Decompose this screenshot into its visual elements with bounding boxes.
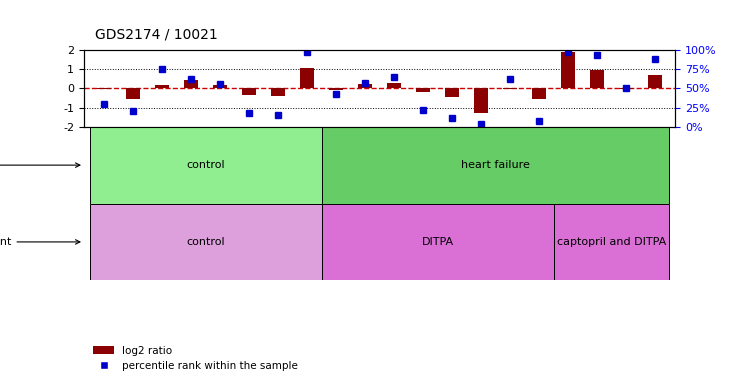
Bar <box>184 80 199 88</box>
Bar <box>322 204 553 280</box>
Text: control: control <box>186 237 225 247</box>
Text: captopril and DITPA: captopril and DITPA <box>557 237 666 247</box>
Bar <box>126 88 140 99</box>
Bar <box>90 127 322 204</box>
Legend: log2 ratio, percentile rank within the sample: log2 ratio, percentile rank within the s… <box>89 341 302 375</box>
Bar <box>300 68 315 88</box>
Bar <box>561 52 575 88</box>
Bar <box>503 88 518 89</box>
Text: GDS2174 / 10021: GDS2174 / 10021 <box>95 27 218 41</box>
Bar <box>358 84 372 88</box>
Text: disease state: disease state <box>0 160 80 170</box>
Bar <box>213 85 228 88</box>
Bar <box>416 88 430 92</box>
Text: control: control <box>186 160 225 170</box>
Bar <box>531 88 546 99</box>
Bar <box>322 127 669 204</box>
Bar <box>242 88 256 95</box>
Bar <box>553 204 669 280</box>
Text: DITPA: DITPA <box>421 237 453 247</box>
Text: agent: agent <box>0 237 80 247</box>
Bar <box>271 88 285 96</box>
Bar <box>619 88 633 89</box>
Bar <box>590 70 604 88</box>
Bar <box>387 83 402 88</box>
Bar <box>90 204 322 280</box>
Bar <box>97 88 112 89</box>
Bar <box>155 85 169 88</box>
Bar <box>648 75 662 88</box>
Bar <box>474 88 488 113</box>
Text: heart failure: heart failure <box>461 160 530 170</box>
Bar <box>445 88 459 97</box>
Bar <box>329 88 343 90</box>
